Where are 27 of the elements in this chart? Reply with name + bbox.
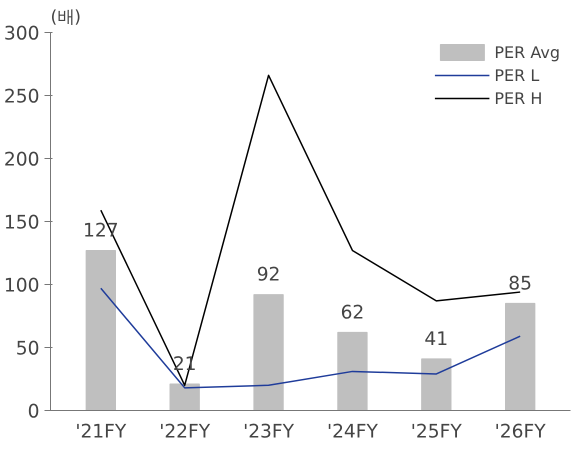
legend-label: PER Avg xyxy=(494,42,560,62)
bar xyxy=(253,294,284,410)
legend-label: PER L xyxy=(494,66,540,84)
data-label: 41 xyxy=(424,328,448,350)
y-tick-label: 200 xyxy=(4,150,40,170)
y-tick-label: 0 xyxy=(28,402,40,422)
x-tick-label: '22FY xyxy=(159,422,211,442)
y-tick-label: 300 xyxy=(4,24,40,44)
bar xyxy=(505,302,536,410)
y-tick-label: 250 xyxy=(4,86,40,108)
data-label: 62 xyxy=(340,302,364,324)
bar xyxy=(337,332,368,410)
x-tick-label: '25FY xyxy=(410,422,462,442)
x-tick-label: '21FY xyxy=(75,422,127,442)
x-tick-label: '24FY xyxy=(326,422,379,442)
y-tick-label: 150 xyxy=(4,212,40,234)
legend-label: PER H xyxy=(494,88,542,108)
data-label: 85 xyxy=(508,273,532,294)
x-tick-label: '26FY xyxy=(494,422,546,442)
y-axis-title: (배) xyxy=(50,8,82,28)
y-tick-label: 50 xyxy=(16,338,40,360)
bar xyxy=(86,250,116,410)
data-label: 92 xyxy=(256,264,280,286)
x-tick-label: '23FY xyxy=(243,422,295,442)
bar xyxy=(170,384,200,410)
y-tick-label: 100 xyxy=(4,276,40,296)
bar xyxy=(421,358,452,410)
